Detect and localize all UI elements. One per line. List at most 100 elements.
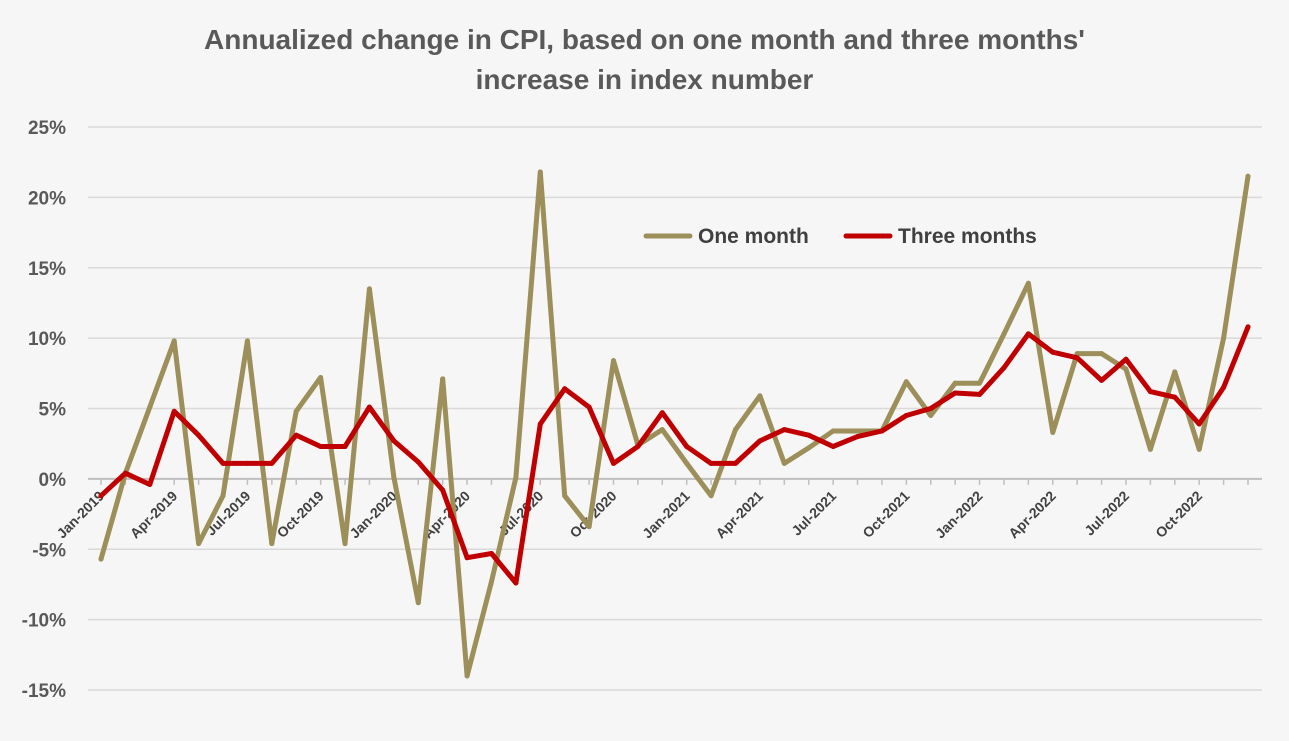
- data-point: [1221, 335, 1227, 341]
- data-point: [806, 432, 812, 438]
- data-point: [855, 434, 861, 440]
- data-point: [440, 487, 446, 493]
- data-point: [1025, 280, 1031, 286]
- data-point: [513, 580, 519, 586]
- data-point: [122, 470, 128, 476]
- data-point: [196, 432, 202, 438]
- data-point: [1172, 369, 1178, 375]
- data-point: [488, 579, 494, 585]
- data-point: [1147, 389, 1153, 395]
- chart-title-line-2: increase in index number: [475, 64, 814, 95]
- data-point: [733, 427, 739, 433]
- data-point: [659, 427, 665, 433]
- y-tick-label: 5%: [39, 400, 67, 421]
- gridlines: [88, 126, 1262, 691]
- data-point: [928, 413, 934, 419]
- x-tick-label: Jul-2021: [788, 488, 839, 539]
- data-point: [1001, 365, 1007, 371]
- legend: One month Three months: [643, 225, 1037, 248]
- data-point: [293, 408, 299, 414]
- series-lines: [98, 169, 1251, 679]
- data-point: [488, 550, 494, 556]
- axes: -15%-10%-5%0%5%10%15%20%25%Jan-2019 Apr-2…: [22, 118, 1262, 702]
- data-point: [415, 459, 421, 465]
- series-line-three-months: [98, 324, 1251, 586]
- data-point: [586, 404, 592, 410]
- data-point: [1221, 384, 1227, 390]
- data-point: [977, 380, 983, 386]
- x-tick-label: Oct-2021: [859, 488, 912, 541]
- data-point: [977, 391, 983, 397]
- data-point: [1123, 356, 1129, 362]
- data-point: [196, 541, 202, 547]
- data-point: [1196, 421, 1202, 427]
- data-point: [562, 386, 568, 392]
- data-point: [928, 406, 934, 411]
- data-point: [318, 444, 324, 450]
- data-point: [537, 421, 543, 427]
- data-point: [733, 460, 739, 466]
- y-tick-label: -15%: [22, 681, 66, 702]
- data-point: [1050, 349, 1056, 355]
- data-point: [366, 286, 372, 292]
- data-point: [1025, 331, 1031, 337]
- data-point: [659, 410, 665, 416]
- data-point: [1245, 324, 1251, 330]
- data-point: [855, 428, 861, 434]
- data-point: [635, 444, 641, 450]
- data-point: [879, 428, 885, 434]
- data-point: [244, 460, 250, 466]
- data-point: [1147, 446, 1153, 452]
- data-point: [269, 541, 275, 547]
- x-tick-label: Apr-2019: [127, 488, 181, 542]
- data-point: [464, 673, 470, 679]
- series-line-one-month: [98, 169, 1251, 679]
- data-point: [220, 493, 226, 499]
- y-tick-label: 15%: [28, 259, 66, 280]
- x-tick-label: Apr-2021: [712, 488, 766, 542]
- data-point: [391, 474, 397, 480]
- data-point: [562, 493, 568, 499]
- data-point: [586, 524, 592, 530]
- data-point: [952, 390, 958, 396]
- data-point: [1001, 331, 1007, 337]
- data-point: [415, 600, 421, 606]
- y-tick-label: 0%: [39, 470, 67, 491]
- data-point: [171, 408, 177, 414]
- data-point: [708, 460, 714, 466]
- x-tick-label: Jan-2022: [932, 488, 986, 542]
- data-point: [757, 393, 763, 399]
- data-point: [244, 338, 250, 344]
- data-point: [903, 413, 909, 419]
- data-point: [147, 404, 153, 410]
- data-point: [513, 474, 519, 480]
- y-tick-label: 25%: [28, 118, 66, 139]
- data-point: [537, 169, 543, 175]
- data-point: [269, 460, 275, 466]
- data-point: [610, 460, 616, 466]
- data-point: [684, 444, 690, 450]
- data-point: [342, 541, 348, 547]
- x-tick-label: Oct-2022: [1152, 488, 1205, 541]
- data-point: [1123, 366, 1129, 372]
- x-tick-label: Jul-2019: [203, 488, 254, 539]
- legend-label: One month: [698, 225, 809, 248]
- data-point: [440, 376, 446, 382]
- y-tick-label: -10%: [22, 611, 66, 632]
- y-tick-label: 20%: [28, 188, 66, 209]
- x-tick-label: Jan-2021: [639, 488, 693, 542]
- y-tick-label: -5%: [32, 540, 66, 561]
- data-point: [366, 404, 372, 410]
- x-tick-label: Jan-2020: [346, 488, 400, 542]
- data-point: [684, 460, 690, 466]
- data-point: [1172, 394, 1178, 400]
- data-point: [1050, 429, 1056, 435]
- data-point: [318, 375, 324, 381]
- data-point: [1099, 351, 1105, 357]
- data-point: [464, 555, 470, 561]
- data-point: [293, 432, 299, 438]
- data-point: [903, 379, 909, 385]
- data-point: [781, 460, 787, 466]
